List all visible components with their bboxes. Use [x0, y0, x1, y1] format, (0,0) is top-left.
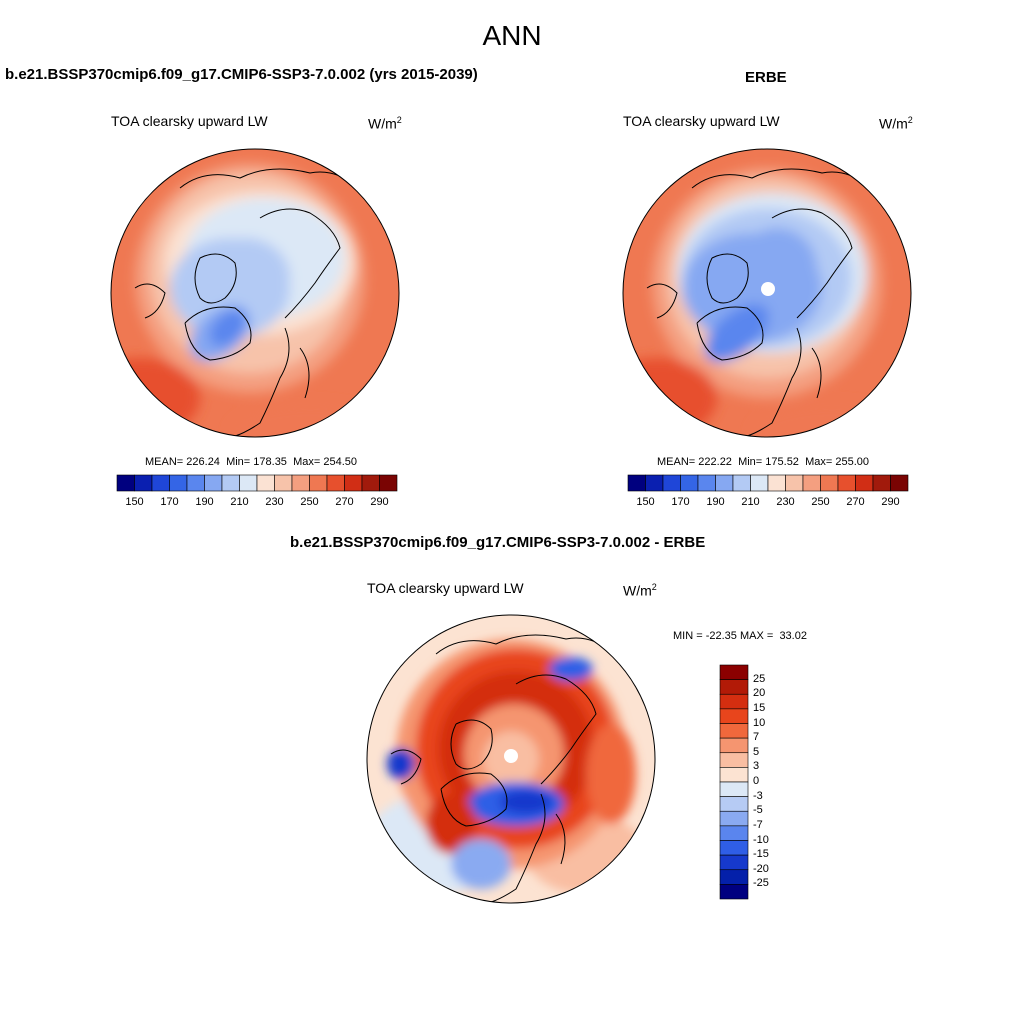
diff-colorbar-label: -20 — [753, 862, 769, 875]
diff-colorbar-box — [719, 884, 749, 900]
obs-colorbar-box — [855, 474, 874, 492]
obs-colorbar-tick-label: 270 — [846, 496, 865, 508]
polar-map-erbe — [622, 148, 912, 438]
model-colorbar-box — [169, 474, 188, 492]
model-colorbar-box — [116, 474, 135, 492]
model-colorbar-box — [186, 474, 205, 492]
polar-map-model — [110, 148, 400, 438]
model-colorbar-tick-label: 230 — [265, 496, 284, 508]
obs-colorbar-box — [680, 474, 699, 492]
obs-variable-title: TOA clearsky upward LW — [623, 113, 780, 129]
diff-colorbar-box — [719, 679, 749, 695]
diff-colorbar-box — [719, 840, 749, 856]
model-colorbar-tick-label: 170 — [160, 496, 179, 508]
diff-colorbar-label: -7 — [753, 818, 763, 831]
obs-colorbar-box — [715, 474, 734, 492]
model-colorbar-box — [326, 474, 345, 492]
obs-stats: MEAN= 222.22 Min= 175.52 Max= 255.00 — [657, 456, 869, 468]
obs-colorbar-tick-label: 170 — [671, 496, 690, 508]
diff-colorbar-box — [719, 810, 749, 827]
model-stats: MEAN= 226.24 Min= 178.35 Max= 254.50 — [145, 456, 357, 468]
model-colorbar-box — [151, 474, 170, 492]
model-colorbar-tick-label: 210 — [230, 496, 249, 508]
polar-map-difference — [366, 614, 656, 904]
diff-colorbar-label: 25 — [753, 672, 766, 685]
diff-colorbar-box — [719, 737, 749, 754]
obs-colorbar-box — [872, 474, 891, 492]
diff-colorbar-label: 0 — [753, 775, 760, 787]
model-colorbar-tick-label: 270 — [335, 496, 354, 508]
obs-case-title: ERBE — [745, 69, 787, 86]
obs-colorbar-box — [645, 474, 664, 492]
obs-colorbar-tick-label: 210 — [741, 496, 760, 508]
model-colorbar-box — [256, 474, 275, 492]
model-case-title: b.e21.BSSP370cmip6.f09_g17.CMIP6-SSP3-7.… — [5, 66, 478, 83]
obs-colorbar-box — [767, 474, 786, 492]
diff-colorbar-box — [719, 854, 749, 871]
model-units: W/m2 — [368, 115, 402, 132]
diff-case-title: b.e21.BSSP370cmip6.f09_g17.CMIP6-SSP3-7.… — [290, 534, 706, 551]
diff-colorbar-label: 10 — [753, 716, 766, 729]
model-colorbar-tick-label: 290 — [370, 496, 389, 508]
diff-colorbar-box — [719, 796, 749, 812]
obs-colorbar-box — [802, 474, 821, 492]
model-colorbar-box — [239, 474, 258, 492]
diff-units: W/m2 — [623, 582, 657, 599]
diff-colorbar-label: -10 — [753, 833, 769, 846]
diff-colorbar-label: 5 — [753, 745, 760, 758]
model-colorbar-box — [309, 474, 328, 492]
diff-colorbar-box — [719, 723, 749, 739]
diff-variable-title: TOA clearsky upward LW — [367, 580, 524, 596]
obs-colorbar-box — [662, 474, 681, 492]
diff-stats: MIN = -22.35 MAX = 33.02 — [673, 630, 807, 642]
obs-colorbar-box — [820, 474, 839, 492]
diff-colorbar-box — [719, 767, 749, 783]
model-colorbar-tick-label: 190 — [195, 496, 214, 508]
obs-colorbar-box — [627, 474, 646, 492]
obs-colorbar-tick-label: 150 — [636, 496, 655, 508]
model-colorbar-tick-label: 150 — [125, 496, 144, 508]
model-colorbar-box — [134, 474, 153, 492]
obs-colorbar-box — [750, 474, 769, 492]
model-colorbar — [116, 474, 398, 492]
obs-colorbar-tick-label: 250 — [811, 496, 830, 508]
diff-colorbar-box — [719, 752, 749, 768]
model-colorbar-tick-label: 250 — [300, 496, 319, 508]
obs-colorbar-box — [732, 474, 751, 492]
model-variable-title: TOA clearsky upward LW — [111, 113, 268, 129]
model-colorbar-box — [344, 474, 363, 492]
obs-colorbar-tick-label: 230 — [776, 496, 795, 508]
obs-colorbar-box — [785, 474, 804, 492]
model-colorbar-box — [291, 474, 310, 492]
model-colorbar-box — [361, 474, 380, 492]
obs-colorbar-box — [890, 474, 909, 492]
model-colorbar-box — [221, 474, 240, 492]
obs-units: W/m2 — [879, 115, 913, 132]
model-colorbar-box — [274, 474, 293, 492]
model-colorbar-box — [204, 474, 223, 492]
model-colorbar-box — [379, 474, 398, 492]
diff-colorbar-label: 20 — [753, 687, 766, 700]
diff-colorbar-label: -15 — [753, 848, 769, 861]
diff-colorbar-box — [719, 693, 749, 710]
diff-colorbar-box — [719, 825, 749, 841]
diff-colorbar-label: -5 — [753, 804, 763, 817]
diff-colorbar-label: 7 — [753, 731, 760, 744]
main-title: ANN — [482, 20, 542, 51]
diff-colorbar-label: 15 — [753, 701, 766, 714]
obs-colorbar-tick-label: 290 — [881, 496, 900, 508]
diff-colorbar-box — [719, 781, 749, 797]
obs-colorbar-box — [697, 474, 716, 492]
diff-colorbar-label: -25 — [753, 877, 769, 890]
diff-colorbar-box — [719, 869, 749, 885]
diff-colorbar-box — [719, 664, 749, 680]
obs-colorbar-tick-label: 190 — [706, 496, 725, 508]
diff-colorbar-label: 3 — [753, 760, 760, 773]
diff-colorbar-box — [719, 708, 749, 724]
obs-colorbar — [627, 474, 909, 492]
diff-colorbar — [719, 664, 749, 900]
diff-colorbar-label: -3 — [753, 789, 763, 802]
obs-colorbar-box — [837, 474, 856, 492]
